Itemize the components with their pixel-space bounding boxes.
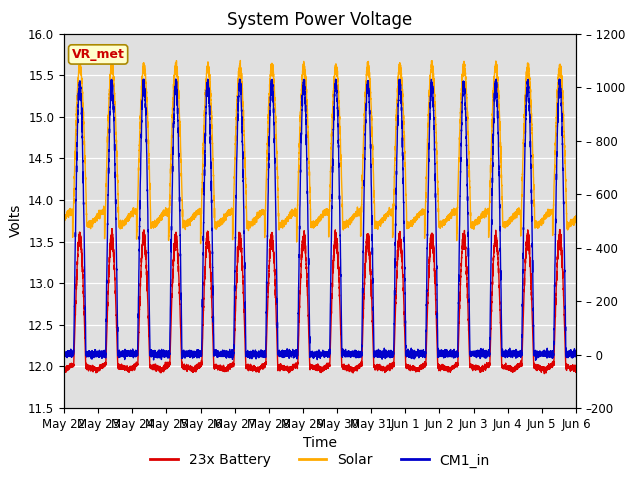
Text: VR_met: VR_met [72,48,125,61]
Legend: 23x Battery, Solar, CM1_in: 23x Battery, Solar, CM1_in [145,448,495,473]
X-axis label: Time: Time [303,436,337,450]
Title: System Power Voltage: System Power Voltage [227,11,413,29]
Y-axis label: Volts: Volts [8,204,22,238]
